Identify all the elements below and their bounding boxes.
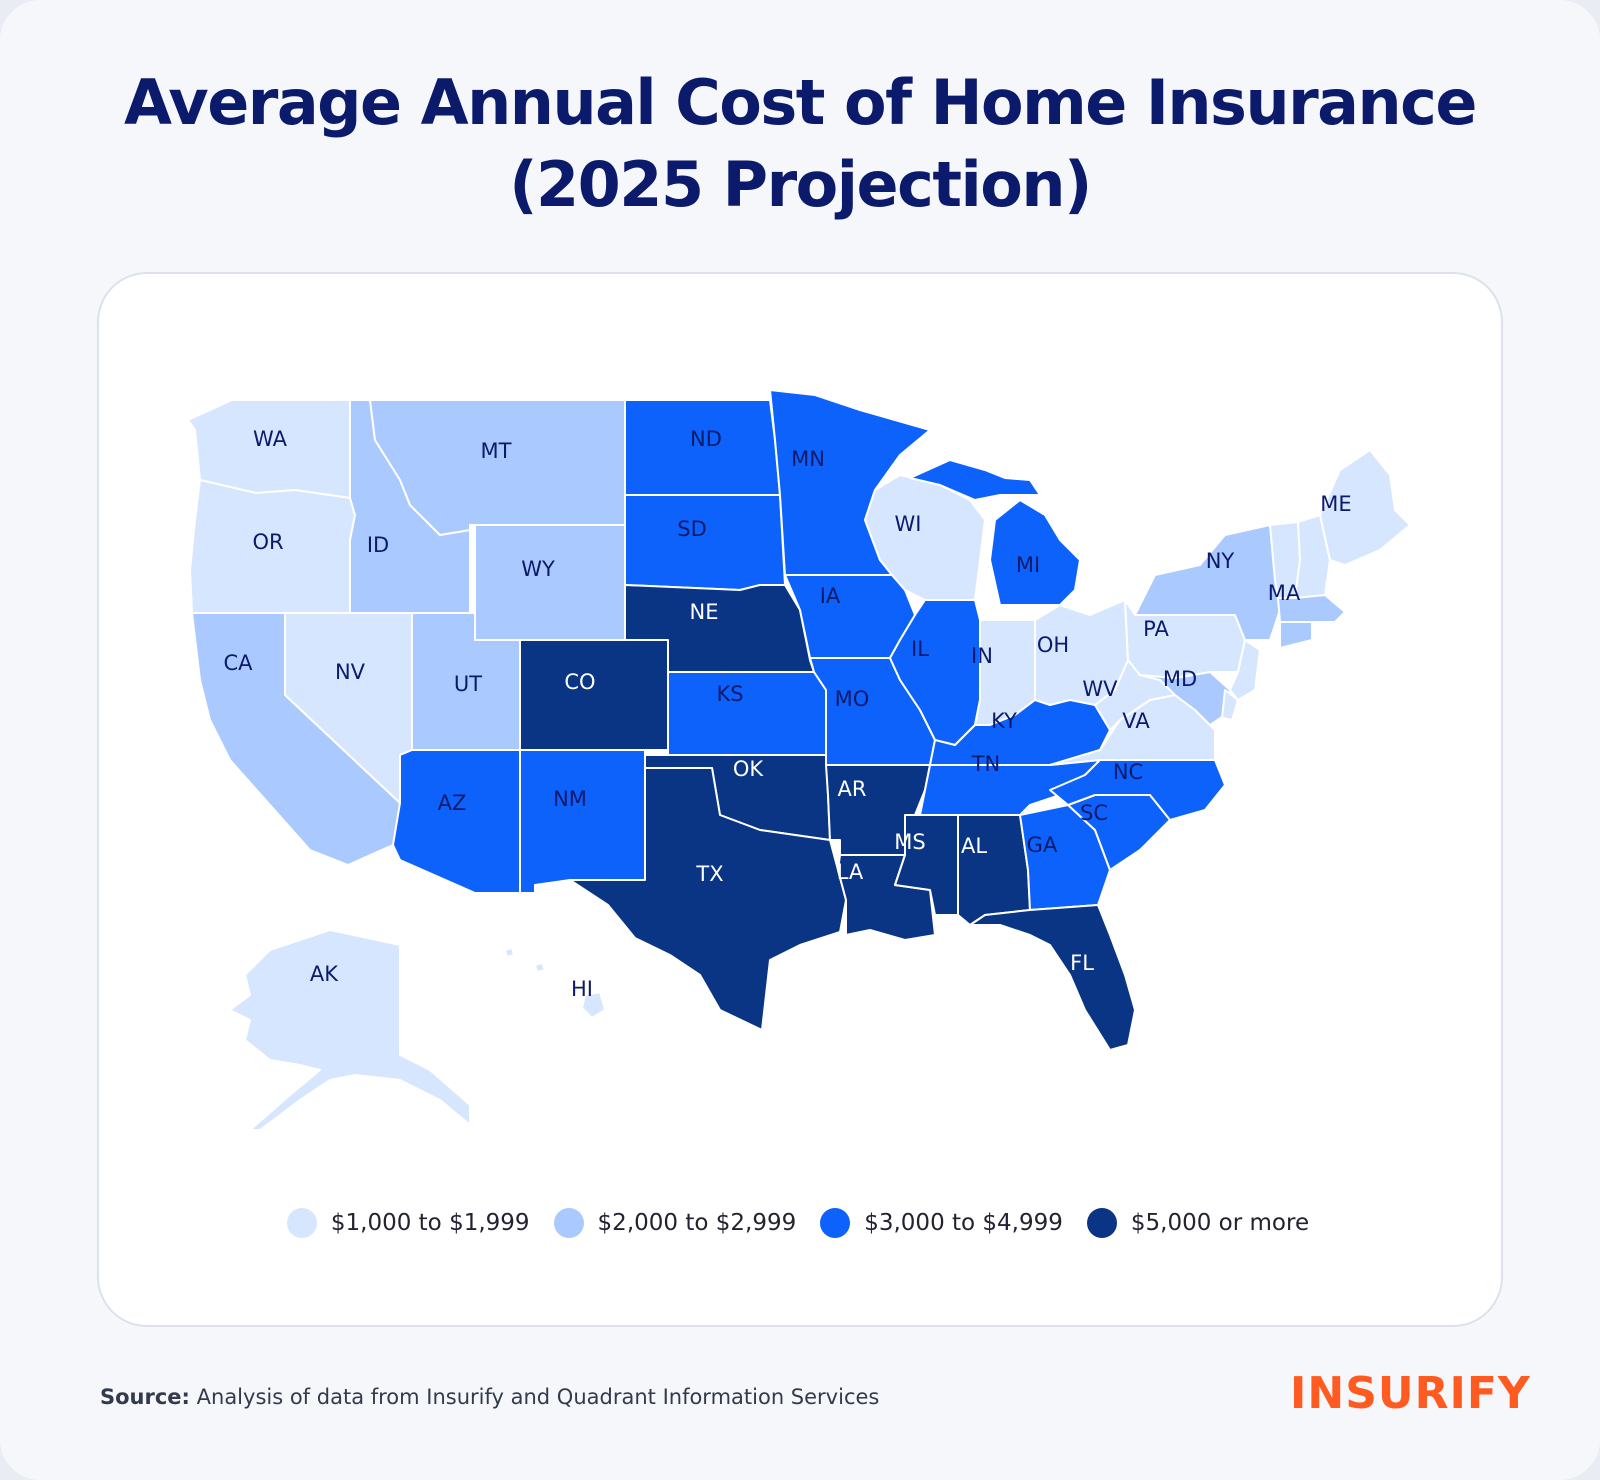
state-ks [667,671,827,756]
state-label-ut: UT [454,672,482,696]
page-title: Average Annual Cost of Home Insurance (2… [0,62,1600,226]
state-label-mi: MI [1016,553,1040,577]
state-label-ne: NE [690,600,719,624]
legend-swatch-tier2 [553,1208,584,1238]
state-hi [504,947,515,958]
state-label-ca: CA [223,651,253,675]
state-nm [519,749,646,894]
source-note: Source: Analysis of data from Insurify a… [100,1385,879,1409]
state-label-mt: MT [481,439,512,463]
state-label-az: AZ [438,791,467,815]
state-label-or: OR [252,530,283,554]
state-ct [1279,621,1313,649]
state-fl [969,904,1136,1051]
state-label-ar: AR [838,777,867,801]
state-label-nc: NC [1113,760,1143,784]
state-label-ky: KY [991,709,1017,733]
source-label: Source: [100,1385,190,1409]
legend-item-tier4: $5,000 or more [1086,1208,1310,1238]
state-label-mo: MO [835,687,870,711]
state-label-sc: SC [1080,801,1108,825]
state-label-oh: OH [1037,633,1069,657]
legend-label-tier1: $1,000 to $1,999 [330,1210,530,1236]
state-label-ga: GA [1027,833,1058,857]
state-label-ms: MS [894,830,925,854]
state-label-md: MD [1163,667,1197,691]
state-label-wv: WV [1082,677,1118,701]
state-label-ak: AK [310,962,339,986]
state-label-va: VA [1122,709,1150,733]
state-label-in: IN [971,644,993,668]
legend-item-tier3: $3,000 to $4,999 [820,1208,1063,1238]
state-label-id: ID [367,533,389,557]
state-label-ma: MA [1268,581,1301,605]
state-label-wi: WI [895,512,922,536]
legend-label-tier2: $2,000 to $2,999 [597,1210,797,1236]
state-label-co: CO [564,670,595,694]
state-label-me: ME [1320,492,1351,516]
state-label-nv: NV [335,660,366,684]
state-label-fl: FL [1070,951,1094,975]
state-az [392,749,521,894]
state-nc [1049,759,1226,821]
state-label-tx: TX [695,862,723,886]
state-label-sd: SD [677,517,707,541]
insurify-logo: INSURIFY [1290,1368,1531,1419]
state-label-la: LA [837,860,864,884]
state-label-mn: MN [791,447,825,471]
state-label-nm: NM [553,787,587,811]
state-label-ok: OK [733,757,765,781]
legend-swatch-tier3 [820,1208,851,1238]
state-label-il: IL [911,637,929,661]
state-ky [929,699,1111,766]
state-label-pa: PA [1143,617,1169,641]
legend-label-tier4: $5,000 or more [1130,1210,1310,1236]
state-label-ia: IA [820,584,841,608]
legend-swatch-tier4 [1086,1208,1117,1238]
state-label-hi: HI [571,977,593,1001]
title-line-2: (2025 Projection) [509,148,1092,221]
state-co [519,639,669,751]
legend-item-tier1: $1,000 to $1,999 [286,1208,530,1238]
title-line-1: Average Annual Cost of Home Insurance [124,66,1477,139]
state-label-al: AL [961,834,987,858]
legend-label-tier3: $3,000 to $4,999 [864,1210,1063,1236]
state-mi [989,499,1081,606]
source-text: Analysis of data from Insurify and Quadr… [196,1385,880,1409]
state-hi-island [534,962,546,973]
state-label-wa: WA [253,427,288,451]
legend: $1,000 to $1,999 $2,000 to $2,999 $3,000… [0,1208,1600,1238]
state-label-ny: NY [1206,549,1235,573]
state-me [1319,449,1411,566]
state-de [1221,689,1239,721]
state-label-wy: WY [521,557,555,581]
legend-swatch-tier1 [286,1208,317,1238]
state-label-ks: KS [716,682,743,706]
state-label-tn: TN [971,752,1001,776]
state-sd [624,494,786,591]
state-al [957,814,1031,926]
state-mi-upper [909,459,1041,501]
state-tx [569,767,847,1031]
legend-item-tier2: $2,000 to $2,999 [553,1208,797,1238]
state-hi-island-big [581,991,606,1019]
state-wy [474,524,626,641]
state-label-nd: ND [690,427,722,451]
state-ak [229,929,471,1131]
